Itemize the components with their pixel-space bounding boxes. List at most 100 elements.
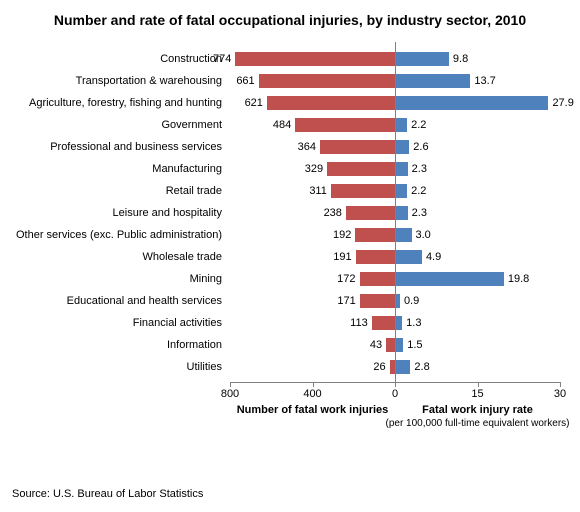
count-value: 43 (370, 339, 382, 351)
count-bar (331, 184, 395, 198)
rate-bar (395, 206, 408, 220)
category-label: Retail trade (12, 185, 222, 197)
count-value: 172 (337, 273, 355, 285)
data-row: Financial activities 113 1.3 (12, 312, 568, 334)
count-value: 238 (324, 207, 342, 219)
rate-value: 13.7 (474, 75, 495, 87)
rate-value: 2.6 (413, 141, 428, 153)
rate-bar (395, 228, 412, 242)
count-bar (259, 74, 395, 88)
data-row: Construction774 9.8 (12, 48, 568, 70)
category-label: Utilities (12, 361, 222, 373)
rate-value: 4.9 (426, 251, 441, 263)
count-value: 26 (373, 361, 385, 373)
rate-value: 2.2 (411, 119, 426, 131)
rate-bar (395, 74, 470, 88)
rate-bar (395, 96, 548, 110)
right-axis-title: Fatal work injury rate (395, 404, 560, 416)
center-axis (395, 42, 396, 382)
data-row: Wholesale trade1914.9 (12, 246, 568, 268)
data-row: Educational and health services 171 0.9 (12, 290, 568, 312)
data-row: Retail trade 311 2.2 (12, 180, 568, 202)
count-bar (327, 162, 395, 176)
count-bar (360, 294, 395, 308)
left-axis-title: Number of fatal work injuries (230, 404, 395, 416)
data-row: Other services (exc. Public administrati… (12, 224, 568, 246)
source-text: Source: U.S. Bureau of Labor Statistics (12, 488, 568, 500)
x-tick (313, 382, 314, 387)
rate-value: 0.9 (404, 295, 419, 307)
count-bar (267, 96, 395, 110)
category-label: Information (12, 339, 222, 351)
rate-value: 2.8 (414, 361, 429, 373)
category-label: Leisure and hospitality (12, 207, 222, 219)
count-value: 311 (309, 185, 327, 197)
chart-area: Construction774 9.8 Transportation & wareh… (12, 42, 568, 432)
count-bar (356, 250, 395, 264)
rate-value: 2.3 (412, 163, 427, 175)
data-row: Manufacturing 329 2.3 (12, 158, 568, 180)
x-tick-label: 800 (221, 388, 239, 400)
rate-bar (395, 184, 407, 198)
data-row: Agriculture, forestry, fishing and hunti… (12, 92, 568, 114)
data-row: Information431.5 (12, 334, 568, 356)
x-tick (560, 382, 561, 387)
rate-bar (395, 52, 449, 66)
category-label: Educational and health services (12, 295, 222, 307)
count-bar (320, 140, 395, 154)
count-value: 484 (273, 119, 291, 131)
chart-title: Number and rate of fatal occupational in… (12, 12, 568, 28)
count-value: 171 (337, 295, 355, 307)
count-value: 661 (236, 75, 254, 87)
x-tick (395, 382, 396, 387)
count-bar (372, 316, 395, 330)
count-value: 364 (298, 141, 316, 153)
x-tick-label: 15 (471, 388, 483, 400)
rate-value: 9.8 (453, 53, 468, 65)
category-label: Agriculture, forestry, fishing and hunti… (12, 97, 222, 109)
count-value: 774 (213, 53, 231, 65)
data-row: Professional and business services 364 2.6 (12, 136, 568, 158)
rate-bar (395, 250, 422, 264)
x-tick-label: 400 (303, 388, 321, 400)
category-label: Government (12, 119, 222, 131)
count-value: 192 (333, 229, 351, 241)
x-tick-label: 30 (554, 388, 566, 400)
category-label: Manufacturing (12, 163, 222, 175)
rate-value: 3.0 (416, 229, 431, 241)
category-label: Other services (exc. Public administrati… (12, 229, 222, 241)
count-bar (295, 118, 395, 132)
rate-bar (395, 360, 410, 374)
x-tick (478, 382, 479, 387)
rate-value: 27.9 (552, 97, 573, 109)
category-label: Transportation & warehousing (12, 75, 222, 87)
rate-value: 2.2 (411, 185, 426, 197)
category-label: Professional and business services (12, 141, 222, 153)
count-value: 621 (245, 97, 263, 109)
count-bar (355, 228, 395, 242)
rate-bar (395, 338, 403, 352)
category-label: Mining (12, 273, 222, 285)
count-value: 113 (350, 317, 368, 329)
category-label: Wholesale trade (12, 251, 222, 263)
count-bar (386, 338, 395, 352)
data-row: Leisure and hospitality 238 2.3 (12, 202, 568, 224)
data-row: Utilities 26 2.8 (12, 356, 568, 378)
category-label: Construction (12, 53, 222, 65)
count-bar (360, 272, 395, 286)
rate-bar (395, 140, 409, 154)
count-bar (235, 52, 395, 66)
rate-value: 1.3 (406, 317, 421, 329)
x-tick (230, 382, 231, 387)
data-row: Government 484 2.2 (12, 114, 568, 136)
rate-bar (395, 118, 407, 132)
rate-value: 2.3 (412, 207, 427, 219)
count-bar (346, 206, 395, 220)
right-axis-subtitle: (per 100,000 full-time equivalent worker… (385, 418, 570, 429)
count-value: 329 (305, 163, 323, 175)
rate-bar (395, 162, 408, 176)
data-row: Mining17219.8 (12, 268, 568, 290)
category-label: Financial activities (12, 317, 222, 329)
rate-bar (395, 272, 504, 286)
data-row: Transportation & warehousing 661 13.7 (12, 70, 568, 92)
